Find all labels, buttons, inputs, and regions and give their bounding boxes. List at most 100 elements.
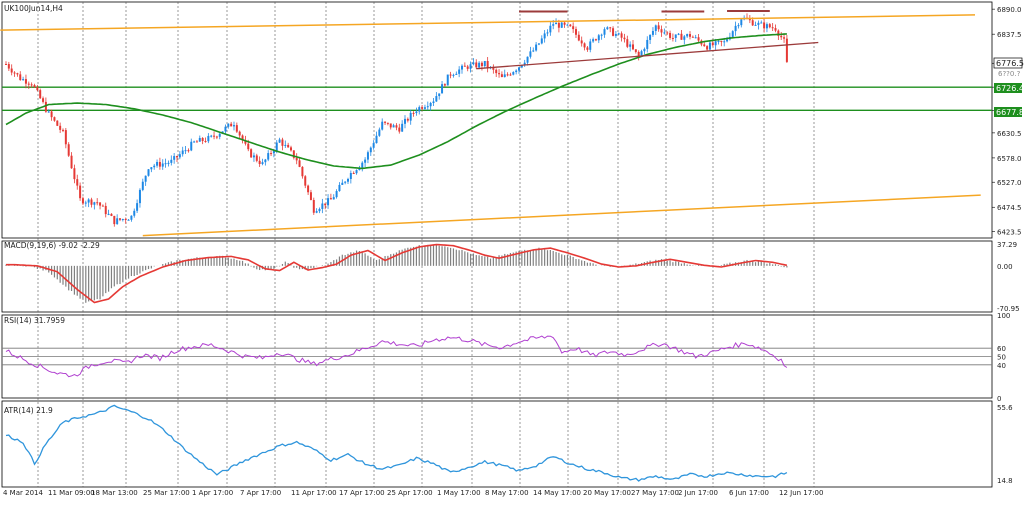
candle-body <box>281 139 284 146</box>
candle <box>73 164 76 184</box>
candle-body <box>646 39 649 49</box>
candle-body <box>84 202 87 204</box>
candle <box>395 123 398 131</box>
candle <box>506 72 509 77</box>
candle <box>398 123 401 134</box>
candle-body <box>170 159 173 163</box>
candle-body <box>654 25 657 31</box>
candle-body <box>227 123 230 127</box>
candle-body <box>93 202 96 205</box>
candle-body <box>176 156 178 158</box>
candle <box>150 167 153 173</box>
candle <box>472 58 475 66</box>
candle-body <box>683 36 686 40</box>
candle-body <box>298 160 301 167</box>
candle-body <box>435 96 438 102</box>
candle <box>706 45 709 51</box>
candle-body <box>518 67 520 71</box>
candle-body <box>144 175 147 182</box>
candle <box>235 122 238 134</box>
candle-body <box>469 64 472 69</box>
candle-body <box>680 33 683 40</box>
candle <box>13 71 16 77</box>
candle <box>307 184 310 196</box>
candle-body <box>378 129 381 136</box>
candle-body <box>717 41 720 43</box>
candle-body <box>609 27 612 29</box>
candle <box>344 181 347 185</box>
candle-body <box>258 160 261 164</box>
candle <box>22 76 25 81</box>
candle-body <box>552 24 555 26</box>
candle-body <box>335 191 338 198</box>
candle-body <box>327 198 330 206</box>
candle-body <box>640 51 643 57</box>
candle-body <box>164 163 167 165</box>
candle <box>606 26 609 30</box>
candle-body <box>113 215 116 225</box>
candle <box>178 151 181 160</box>
candle-body <box>486 60 489 68</box>
candle <box>227 123 230 129</box>
candle-body <box>44 101 47 112</box>
candle <box>335 189 338 199</box>
candle-body <box>64 130 67 145</box>
candle <box>42 96 45 104</box>
candle <box>30 82 33 88</box>
candle <box>287 142 290 148</box>
candle <box>646 36 649 53</box>
current-price-label: 6776.5 <box>996 59 1024 68</box>
candle-body <box>167 162 170 164</box>
candle <box>441 81 444 94</box>
candle-body <box>138 189 141 204</box>
candle <box>27 81 30 89</box>
candle-body <box>42 98 45 102</box>
x-tick-label: 1 Apr 17:00 <box>192 489 233 497</box>
candle <box>503 69 506 78</box>
candle <box>612 26 615 37</box>
candle <box>224 124 227 135</box>
candle <box>560 21 563 29</box>
candle <box>689 31 691 40</box>
candle-body <box>247 143 250 150</box>
candle <box>392 123 395 128</box>
candle-body <box>67 144 70 156</box>
candle-body <box>569 24 572 27</box>
candle-body <box>503 74 506 78</box>
candle <box>455 71 458 76</box>
candle <box>113 215 116 227</box>
macd-y-tick: 0.00 <box>997 263 1013 271</box>
candle-body <box>312 199 315 213</box>
candle-body <box>318 208 321 212</box>
candle <box>412 111 415 117</box>
candle <box>173 153 176 164</box>
candle-body <box>201 137 204 142</box>
candle <box>663 28 666 35</box>
candle <box>643 47 646 55</box>
candle-body <box>677 33 680 35</box>
candle-body <box>381 121 384 130</box>
candle-body <box>589 41 592 50</box>
candle <box>415 107 418 116</box>
candle-body <box>355 170 358 174</box>
candle-body <box>275 142 278 151</box>
candle-body <box>290 147 292 151</box>
candle-body <box>483 60 486 67</box>
candle <box>164 158 167 168</box>
candle <box>318 207 321 214</box>
candle <box>680 30 683 40</box>
candle-body <box>606 27 609 30</box>
candle <box>677 32 680 36</box>
candle-body <box>352 173 355 175</box>
candle <box>101 204 104 207</box>
candle-body <box>101 205 104 207</box>
candle-body <box>549 25 552 33</box>
candle <box>432 98 435 107</box>
candle-body <box>723 41 726 43</box>
candle-body <box>347 178 349 182</box>
candle <box>161 159 164 170</box>
candle <box>654 24 657 35</box>
candle-body <box>10 68 13 73</box>
candle-body <box>537 43 540 45</box>
